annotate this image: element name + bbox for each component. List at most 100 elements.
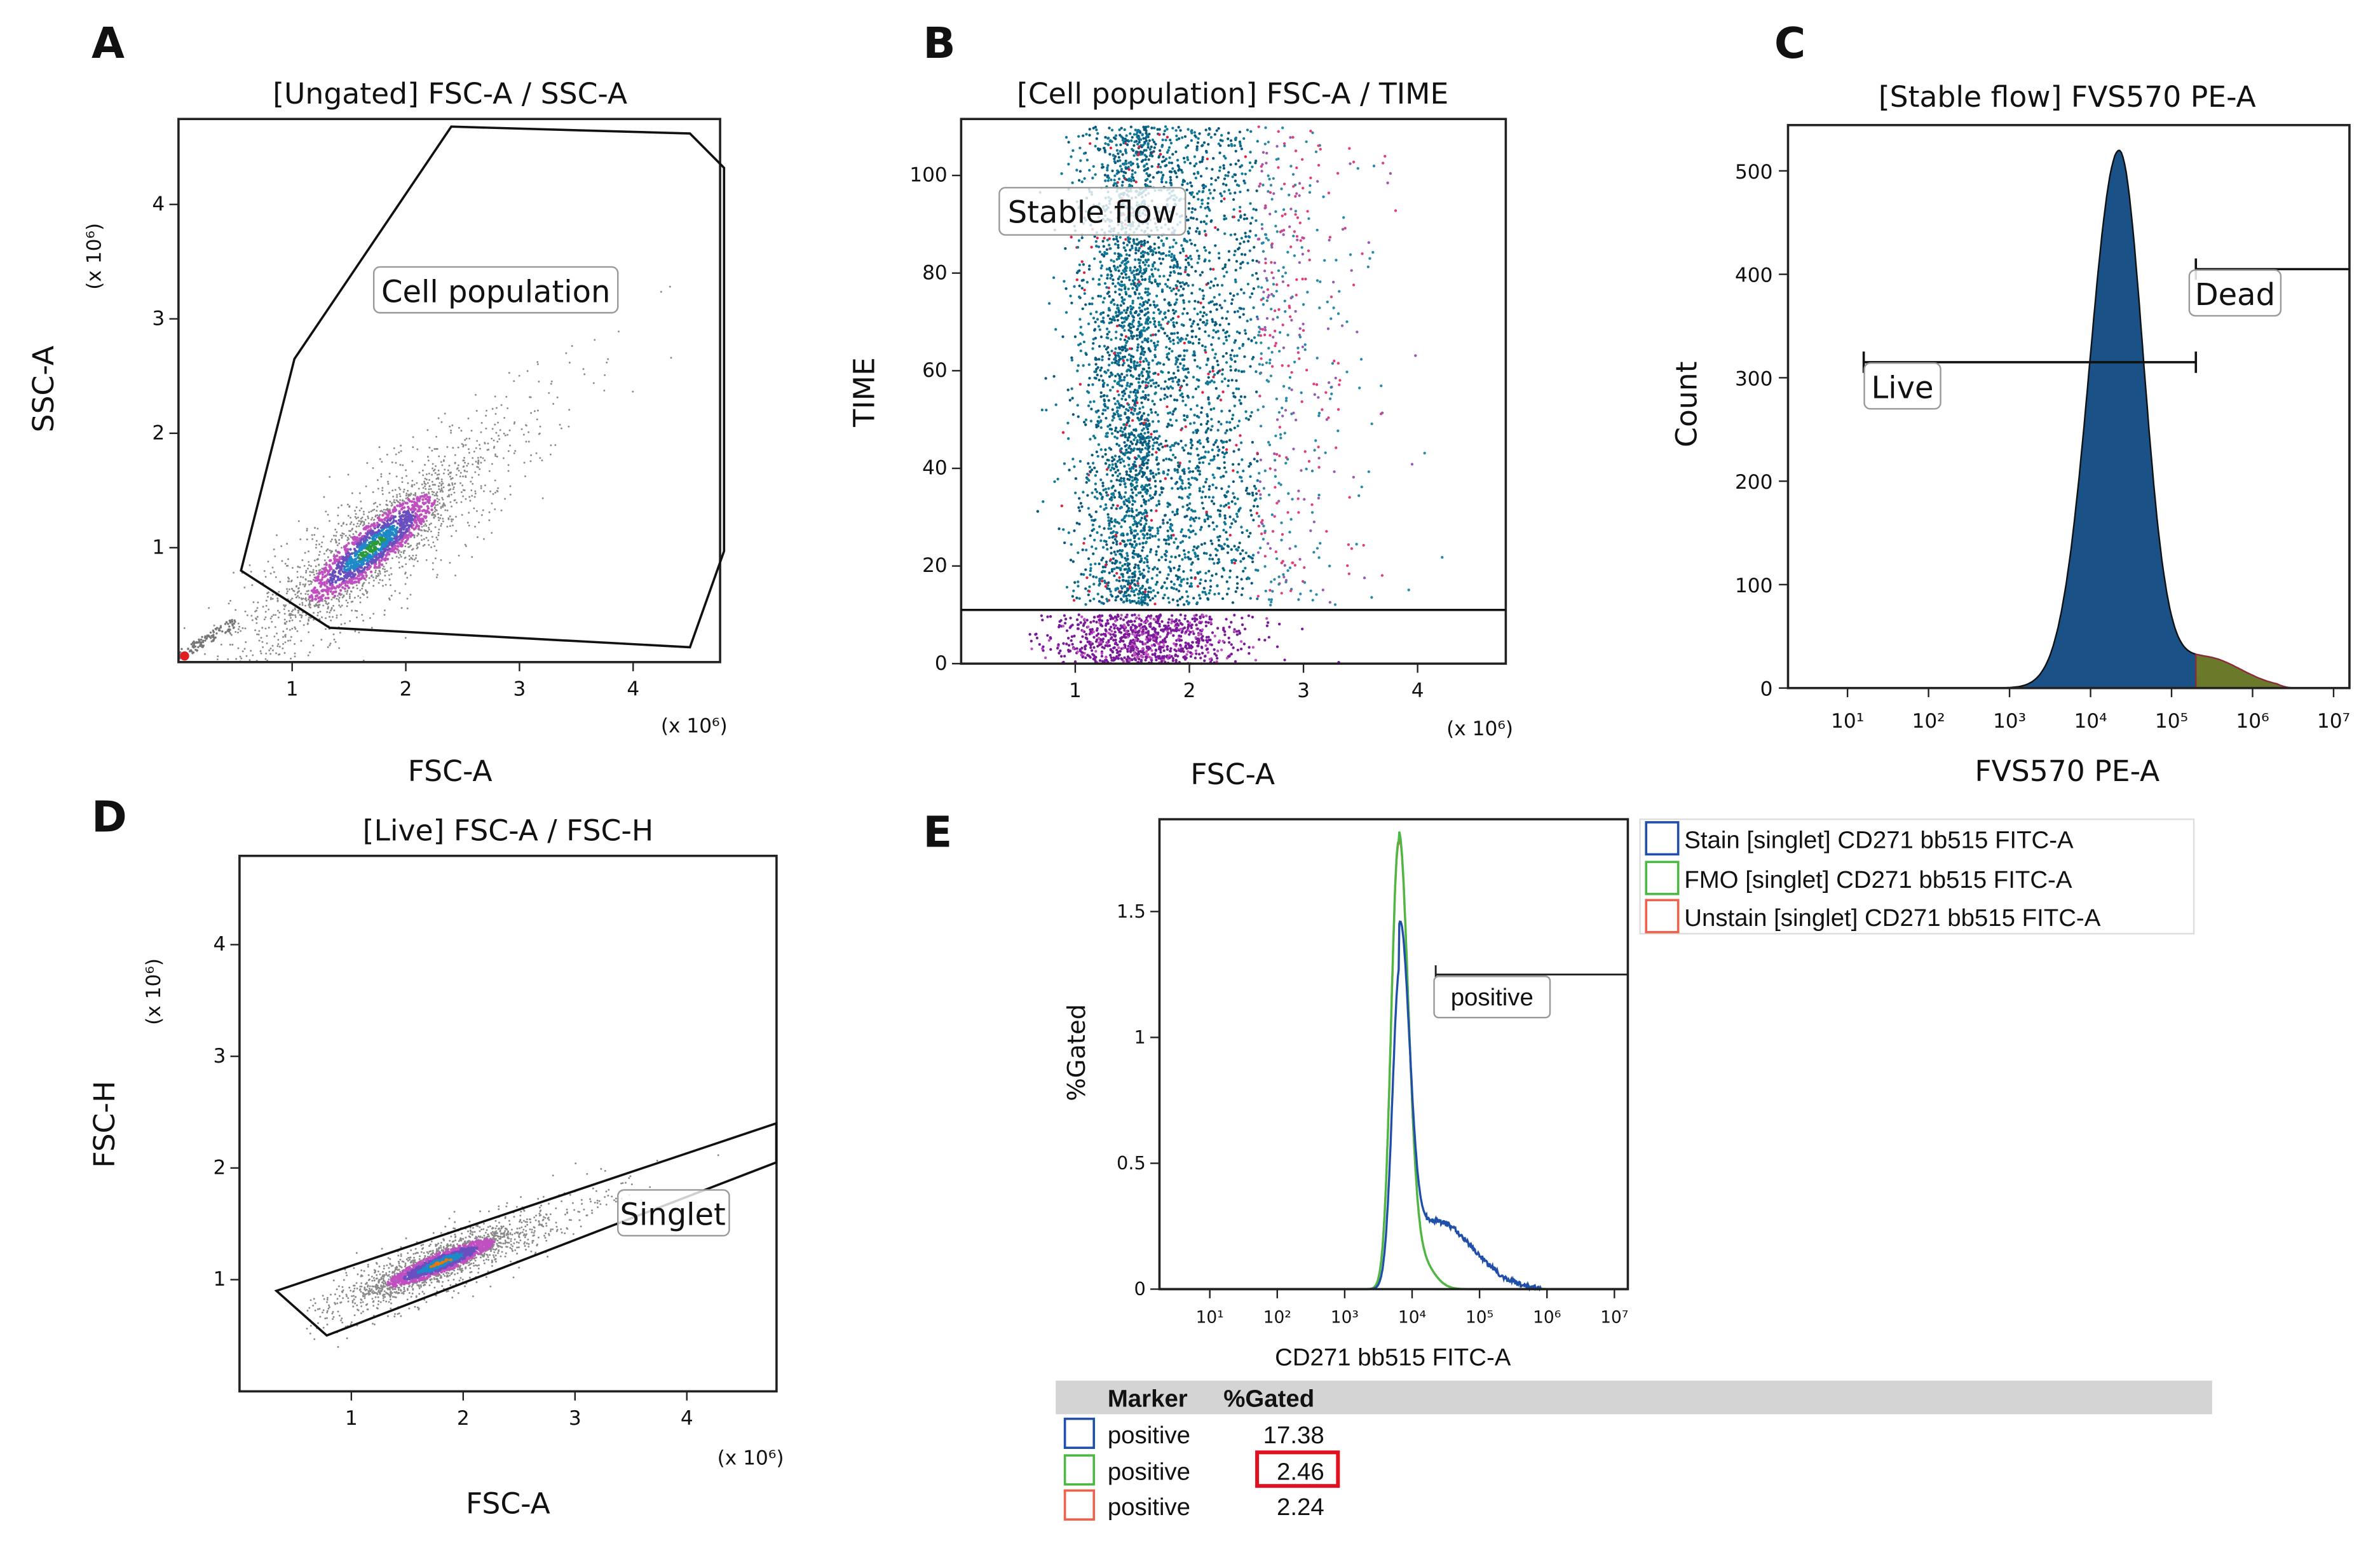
event-dot [1176,332,1179,334]
event-dot [437,517,439,519]
event-dot [399,554,401,556]
event-dot [1147,570,1150,573]
event-dot [1138,543,1141,545]
event-dot [1077,506,1080,509]
event-dot [1172,309,1174,311]
event-dot [1120,168,1123,170]
event-dot [465,444,466,446]
event-dot [1096,470,1098,473]
event-dot [454,574,456,576]
event-dot [1084,303,1087,306]
event-dot [1071,149,1074,152]
event-dot [414,536,416,538]
event-dot [426,520,428,522]
event-dot [1259,493,1261,496]
event-dot [305,598,307,600]
event-dot [1190,185,1193,187]
event-dot [268,649,270,651]
event-dot [1166,505,1169,508]
event-dot [1250,514,1253,517]
event-dot [1170,289,1173,292]
event-dot [257,602,259,604]
event-dot [308,618,309,620]
event-dot [1174,241,1177,244]
event-dot [509,445,511,447]
event-dot [1277,166,1279,168]
event-dot [1249,365,1251,367]
event-dot [320,639,322,641]
event-dot [1255,371,1257,373]
event-dot [309,651,311,653]
event-dot [1268,494,1270,496]
event-dot [1199,288,1201,290]
event-dot [484,442,486,444]
event-dot [1225,448,1228,451]
event-dot [441,497,443,499]
event-dot [1105,543,1108,546]
event-dot [283,608,285,610]
event-dot [1317,457,1320,459]
event-dot [1221,575,1223,578]
event-dot [473,451,475,452]
event-dot [325,582,328,585]
event-dot [325,569,328,572]
event-dot [1218,257,1220,259]
event-dot [468,512,470,513]
event-dot [415,557,417,559]
event-dot [424,544,426,546]
event-dot [1212,521,1214,524]
event-dot [1114,285,1117,287]
event-dot [1148,280,1151,283]
event-dot [344,622,346,624]
event-dot [1169,340,1172,343]
event-dot [359,510,361,512]
event-dot [380,473,382,475]
event-dot [1180,496,1183,499]
event-dot [389,473,391,475]
event-dot [300,640,302,642]
event-dot [441,421,443,423]
event-dot [336,576,339,578]
event-dot [344,590,346,592]
event-dot [277,643,279,645]
event-dot [368,522,370,524]
event-dot [395,538,398,540]
event-dot [1212,197,1214,200]
event-dot [431,450,433,452]
event-dot [301,559,303,561]
event-dot [552,403,554,405]
event-dot [466,438,468,440]
event-dot [1200,411,1202,414]
event-dot [396,475,398,477]
event-dot [277,599,279,601]
event-dot [427,531,429,533]
event-dot [1315,151,1317,153]
event-dot [374,515,376,517]
event-dot [550,454,552,456]
event-dot [1183,553,1186,555]
event-dot [1130,283,1132,285]
event-dot [351,527,353,529]
event-dot [425,523,426,525]
event-dot [488,519,490,521]
event-dot [1220,200,1223,202]
event-dot [468,525,470,527]
event-dot [1126,243,1129,246]
event-dot [1224,174,1227,177]
event-dot [1249,475,1251,478]
event-dot [452,524,454,526]
event-dot [1160,491,1163,494]
event-dot [353,533,355,535]
event-dot [1110,179,1112,181]
event-dot [513,380,515,382]
event-dot [1119,351,1122,354]
event-dot [356,536,358,539]
event-dot [1150,509,1152,512]
event-dot [341,570,344,573]
event-dot [1290,388,1293,391]
event-dot [341,582,344,585]
event-dot [428,544,430,546]
event-dot [1134,473,1137,476]
event-dot [1237,448,1240,451]
event-dot [437,513,439,515]
